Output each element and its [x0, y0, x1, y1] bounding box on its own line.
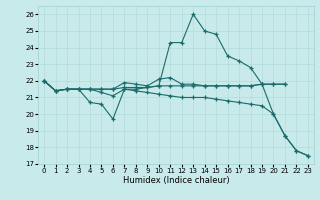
X-axis label: Humidex (Indice chaleur): Humidex (Indice chaleur) [123, 176, 229, 185]
